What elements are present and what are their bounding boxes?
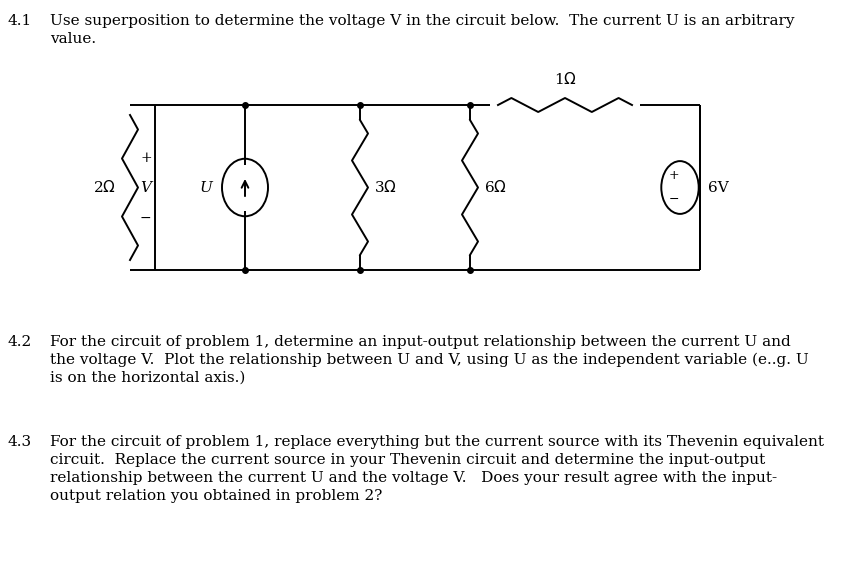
Text: value.: value. [50, 32, 96, 46]
Text: For the circuit of problem 1, determine an input-output relationship between the: For the circuit of problem 1, determine … [50, 335, 791, 349]
Text: 3$\Omega$: 3$\Omega$ [374, 179, 397, 196]
Text: Use superposition to determine the voltage V in the circuit below.  The current : Use superposition to determine the volta… [50, 14, 795, 28]
Text: output relation you obtained in problem 2?: output relation you obtained in problem … [50, 489, 382, 503]
Text: −: − [140, 211, 152, 225]
Text: is on the horizontal axis.): is on the horizontal axis.) [50, 371, 246, 385]
Text: 2$\Omega$: 2$\Omega$ [93, 179, 116, 196]
Text: For the circuit of problem 1, replace everything but the current source with its: For the circuit of problem 1, replace ev… [50, 435, 824, 449]
Text: 6V: 6V [708, 180, 728, 194]
Text: 4.2: 4.2 [8, 335, 33, 349]
Text: 4.3: 4.3 [8, 435, 32, 449]
Text: 4.1: 4.1 [8, 14, 33, 28]
Text: −: − [669, 193, 679, 206]
Text: 1$\Omega$: 1$\Omega$ [553, 71, 576, 87]
Text: relationship between the current U and the voltage V.   Does your result agree w: relationship between the current U and t… [50, 471, 777, 485]
Text: the voltage V.  Plot the relationship between U and V, using U as the independen: the voltage V. Plot the relationship bet… [50, 353, 809, 367]
Text: +: + [668, 169, 679, 182]
Text: U: U [199, 180, 212, 194]
Text: 6$\Omega$: 6$\Omega$ [484, 179, 507, 196]
Text: V: V [140, 180, 151, 194]
Text: +: + [140, 151, 152, 165]
Text: circuit.  Replace the current source in your Thevenin circuit and determine the : circuit. Replace the current source in y… [50, 453, 765, 467]
